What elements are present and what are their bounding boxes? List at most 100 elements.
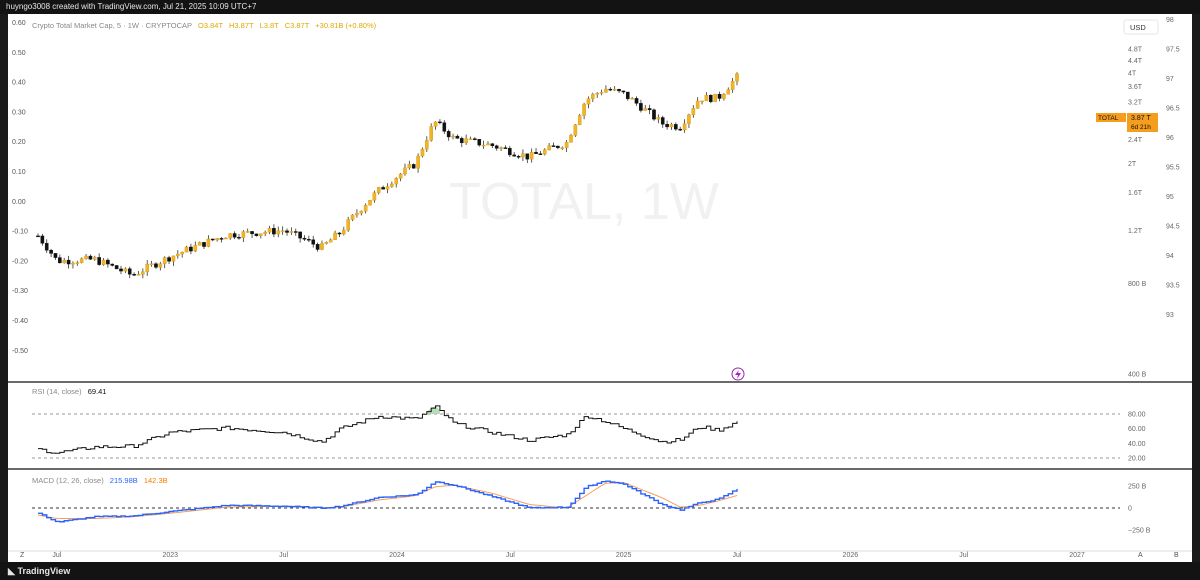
rsi-pane[interactable]: RSI (14, close) 69.41 80.00 60.00 40.00 20.…	[32, 387, 1146, 463]
candle	[276, 226, 281, 238]
price-axis-label: 3.2T	[1128, 100, 1143, 107]
time-axis-label: 2025	[616, 552, 632, 559]
candle	[442, 120, 447, 134]
candle	[560, 146, 565, 151]
candle	[307, 235, 311, 243]
candle	[604, 85, 608, 93]
candle	[267, 225, 272, 235]
currency-button[interactable]: USD	[1123, 19, 1159, 35]
candle	[158, 261, 163, 271]
candle	[695, 97, 700, 109]
far-right-axis-label: 98	[1166, 17, 1174, 24]
price-tag-countdown: 6d 21h	[1131, 124, 1151, 131]
time-axis-label: 2026	[843, 552, 859, 559]
tradingview-logo[interactable]: ◣ TradingView	[8, 566, 70, 577]
candle	[175, 250, 180, 259]
chart-area[interactable]: TOTAL, 1W Crypto Total Market Cap, 5 · 1…	[8, 14, 1192, 562]
time-axis-label: 2023	[162, 552, 178, 559]
candle	[114, 265, 119, 270]
candlestick-series	[36, 72, 739, 279]
candle	[464, 134, 468, 145]
candle	[538, 150, 543, 155]
candle	[735, 72, 739, 86]
candle	[516, 154, 521, 159]
candle	[490, 142, 495, 149]
far-right-axis-label: 95.5	[1166, 165, 1180, 172]
price-axis-label: 800 B	[1128, 281, 1147, 288]
candle	[556, 145, 560, 150]
auto-scale-button[interactable]: A	[1138, 552, 1143, 559]
candle	[429, 123, 433, 142]
candle	[359, 210, 364, 216]
candle	[162, 256, 167, 269]
candle	[285, 228, 289, 236]
candle	[612, 86, 617, 92]
candle	[119, 265, 123, 275]
candle	[407, 160, 412, 170]
candle	[446, 129, 451, 141]
candle	[704, 92, 709, 102]
rsi-axis-label: 40.00	[1128, 441, 1146, 448]
candle	[88, 254, 93, 260]
candle	[381, 185, 385, 190]
macd-axis: 250 B 0 −250 B	[1128, 484, 1151, 535]
lightning-icon[interactable]	[731, 367, 745, 381]
candle	[376, 186, 381, 195]
macd-label: MACD (12, 26, close)	[32, 476, 104, 485]
candle	[700, 100, 704, 105]
macd-pane[interactable]: MACD (12, 26, close) 215.98B 142.3B 250 …	[32, 476, 1151, 535]
legend-title: Crypto Total Market Cap, 5 · 1W · CRYPTO…	[32, 21, 192, 30]
candle	[529, 148, 534, 163]
left-axis-label: -0.20	[12, 258, 28, 265]
candle	[263, 230, 267, 237]
time-axis-label: Jul	[506, 552, 515, 559]
candle	[394, 177, 399, 188]
candle	[202, 242, 206, 250]
candle	[503, 145, 508, 149]
candle	[123, 267, 128, 274]
candle	[280, 226, 285, 235]
price-axis[interactable]: 4.8T4.4T4T3.6T3.2T2.8T2.4T2T1.6T1.2T800 …	[1128, 47, 1147, 379]
candle	[228, 233, 233, 240]
time-axis-label: Jul	[959, 552, 968, 559]
left-axis-label: -0.50	[12, 348, 28, 355]
chart-canvas[interactable]: TOTAL, 1W Crypto Total Market Cap, 5 · 1…	[8, 14, 1192, 562]
candle	[92, 255, 97, 261]
candle	[53, 253, 58, 260]
rsi-line	[38, 405, 738, 454]
candle	[398, 172, 403, 182]
candle	[58, 254, 62, 264]
legend-change: +30.81B (+0.80%)	[315, 21, 376, 30]
candle	[678, 126, 683, 132]
candle	[722, 93, 726, 101]
candle	[311, 235, 316, 248]
watermark: TOTAL, 1W	[449, 173, 719, 231]
left-axis-label: -0.30	[12, 288, 28, 295]
time-axis-label: Jul	[52, 552, 61, 559]
zoom-reset-button[interactable]: Z	[20, 552, 25, 559]
attribution-bar: huyngo3008 created with TradingView.com,…	[0, 0, 1200, 14]
candle	[726, 87, 731, 95]
candle	[551, 142, 556, 147]
candle	[547, 142, 551, 151]
candle	[652, 108, 656, 121]
left-axis-label: -0.10	[12, 229, 28, 236]
far-right-axis-label: 93.5	[1166, 283, 1180, 290]
candle	[451, 133, 455, 140]
chart-settings-button[interactable]: B	[1174, 552, 1179, 559]
time-axis[interactable]: Jul 2023 Jul 2024 Jul 2025 Jul 2026 Jul 2027	[52, 552, 1085, 559]
candle	[564, 139, 569, 153]
candle	[643, 104, 648, 111]
candle	[206, 235, 211, 248]
candle	[717, 91, 722, 102]
candle	[634, 96, 639, 106]
rsi-axis: 80.00 60.00 40.00 20.00	[1128, 412, 1146, 463]
rsi-axis-label: 80.00	[1128, 412, 1146, 419]
left-axis-label: 0.00	[12, 199, 26, 206]
candle	[403, 163, 407, 176]
time-axis-label: 2027	[1069, 552, 1085, 559]
candle	[569, 133, 573, 143]
candle	[75, 260, 80, 266]
candle	[149, 260, 154, 267]
candle	[385, 183, 390, 194]
